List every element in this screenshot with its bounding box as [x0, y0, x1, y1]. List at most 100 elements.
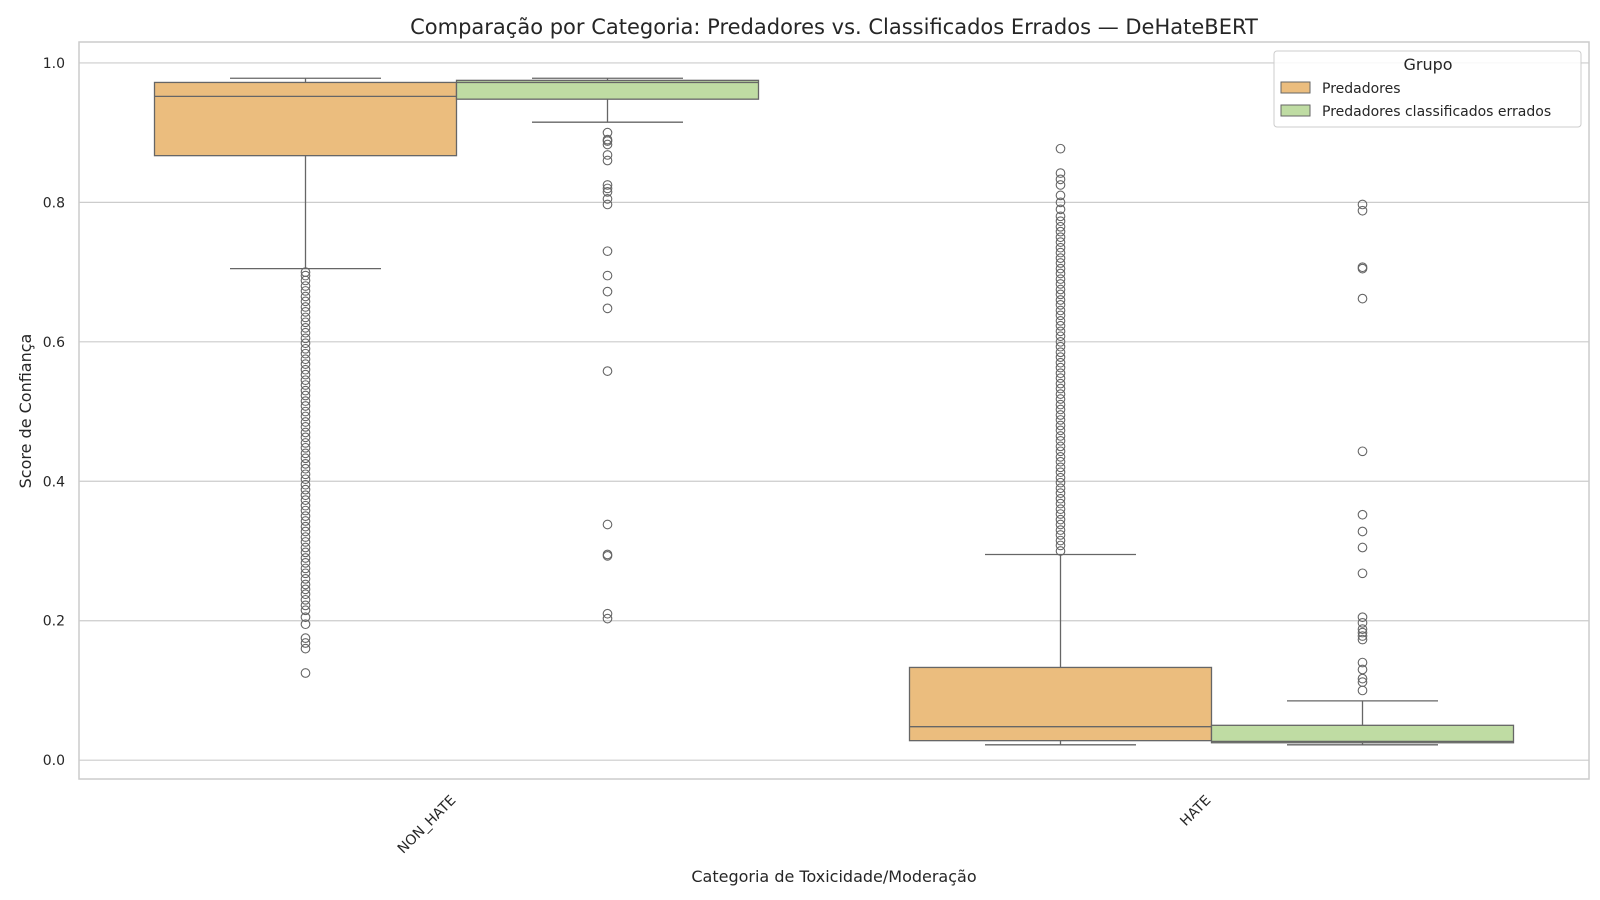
outlier-point: [300, 364, 311, 375]
legend-label-predadores: Predadores: [1322, 81, 1401, 97]
outlier-point: [1055, 446, 1066, 457]
legend-title: Grupo: [1403, 55, 1452, 74]
outlier-point: [602, 366, 613, 376]
outlier-point: [1055, 143, 1066, 154]
outlier-point: [300, 422, 311, 432]
outlier-point: [300, 270, 311, 281]
outlier-point: [1055, 326, 1066, 337]
y-axis-label: Score de Confiança: [16, 334, 35, 489]
outlier-point: [602, 608, 613, 619]
outlier-point: [1357, 526, 1368, 537]
outlier-point: [300, 542, 311, 553]
x-tick-label: HATE: [1177, 793, 1214, 830]
outlier-point: [1055, 216, 1066, 227]
outlier-point: [1055, 535, 1066, 546]
outlier-point: [300, 605, 311, 616]
outlier-point: [602, 150, 613, 160]
outlier-point: [1055, 456, 1066, 467]
outlier-point: [1055, 488, 1066, 498]
outlier-point: [1055, 509, 1066, 519]
y-tick-label: 0.2: [43, 614, 65, 630]
outlier-point: [1055, 247, 1066, 258]
outlier-point: [1055, 180, 1066, 190]
outlier-point: [602, 194, 613, 204]
legend-frame: [1273, 50, 1582, 128]
outlier-point: [1055, 316, 1066, 326]
legend-label-classificados-errados: Predadores classificados errados: [1322, 104, 1551, 120]
boxplots: [153, 77, 1515, 746]
outlier-point: [300, 343, 311, 354]
outlier-point: [300, 323, 311, 333]
outlier-point: [1055, 441, 1066, 452]
outlier-point: [1055, 483, 1066, 494]
plot-area: [78, 41, 1590, 780]
outlier-point: [1055, 362, 1066, 373]
outlier-point: [300, 385, 311, 396]
outlier-point: [1055, 204, 1066, 215]
outlier-point: [300, 553, 311, 563]
outlier-point: [300, 458, 311, 469]
outlier-point: [300, 359, 311, 369]
outlier-point: [1357, 262, 1368, 273]
box-iqr: [1210, 724, 1515, 744]
outlier-point: [300, 448, 311, 459]
outlier-point: [1357, 509, 1368, 520]
outlier-point: [300, 312, 311, 323]
outlier-point: [602, 127, 613, 138]
boxplot-hate-0: [908, 143, 1213, 746]
outlier-point: [1055, 357, 1066, 368]
outlier-point: [1055, 237, 1066, 247]
box-iqr: [908, 666, 1213, 742]
outlier-point: [1055, 174, 1066, 185]
outlier-point: [1055, 546, 1066, 556]
outlier-point: [1055, 211, 1066, 222]
outlier-point: [300, 505, 311, 516]
outlier-point: [602, 613, 613, 624]
outlier-point: [300, 594, 311, 605]
outlier-point: [1055, 168, 1066, 178]
outlier-point: [300, 600, 311, 611]
outlier-point: [300, 474, 311, 485]
outlier-point: [300, 479, 311, 490]
outlier-point: [300, 668, 311, 678]
outlier-point: [1357, 293, 1368, 304]
outlier-point: [300, 281, 311, 291]
outlier-point: [1055, 431, 1066, 441]
outlier-point: [300, 619, 311, 630]
outlier-point: [1055, 197, 1066, 208]
outlier-point: [300, 390, 311, 401]
outlier-point: [300, 633, 311, 644]
outlier-point: [1055, 493, 1066, 504]
outlier-point: [1055, 378, 1066, 389]
outlier-point: [1055, 467, 1066, 478]
outlier-point: [602, 180, 613, 190]
outlier-point: [1055, 498, 1066, 509]
outlier-point: [300, 291, 311, 302]
outlier-point: [300, 317, 311, 328]
outlier-point: [300, 396, 311, 406]
outlier-point: [1357, 612, 1368, 623]
y-tick-label: 0.4: [43, 474, 65, 490]
outlier-point: [1357, 568, 1368, 579]
y-tick-label: 0.6: [43, 335, 65, 351]
outlier-point: [1055, 341, 1066, 352]
outlier-point: [1055, 410, 1066, 420]
outlier-point: [1055, 331, 1066, 342]
outlier-point: [602, 183, 613, 194]
outlier-point: [1357, 627, 1368, 638]
outlier-point: [1055, 320, 1066, 331]
outlier-point: [300, 417, 311, 427]
outlier-point: [300, 427, 311, 438]
outlier-point: [1055, 336, 1066, 347]
outlier-point: [1055, 394, 1066, 404]
outlier-point: [1357, 205, 1368, 216]
outlier-point: [1055, 472, 1066, 483]
outlier-point: [300, 612, 311, 623]
y-tick-label: 1.0: [43, 56, 65, 72]
outlier-point: [1055, 258, 1066, 268]
outlier-point: [602, 519, 613, 530]
outlier-point: [300, 511, 311, 521]
x-tick-label: NON_HATE: [395, 793, 460, 858]
y-tick-label: 0.0: [43, 753, 65, 769]
outlier-point: [1055, 284, 1066, 295]
